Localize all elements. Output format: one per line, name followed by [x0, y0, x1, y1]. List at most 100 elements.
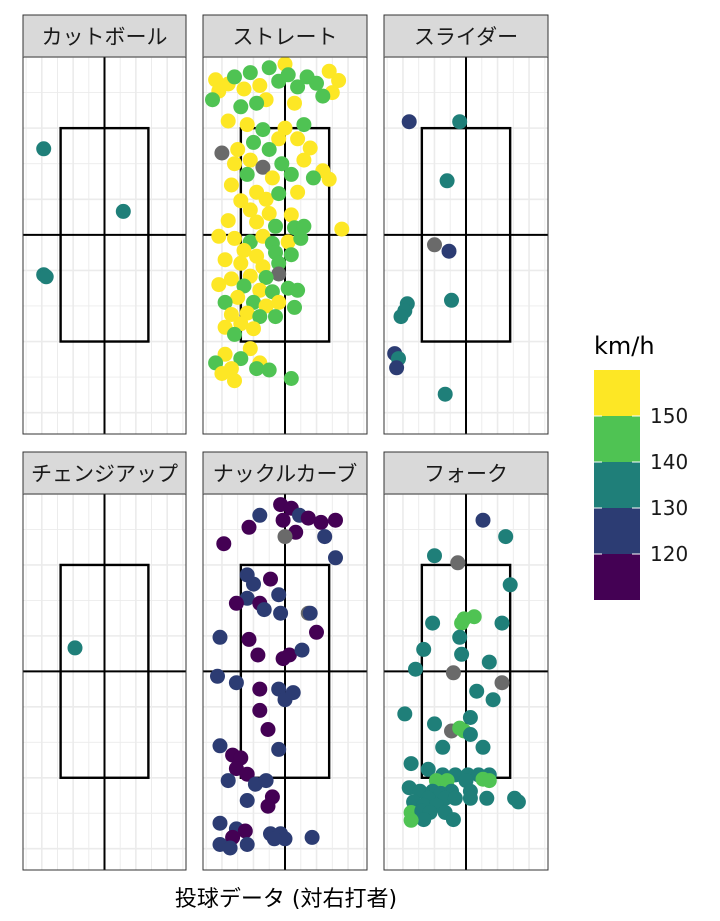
pitch-point: [264, 170, 280, 186]
pitch-point: [302, 140, 318, 156]
pitch-point: [266, 831, 282, 847]
facet-panel: スライダー: [383, 14, 549, 435]
pitch-point: [236, 243, 252, 258]
legend-label: 150: [650, 404, 688, 428]
pitch-point: [233, 99, 249, 115]
pitch-point: [242, 341, 258, 357]
pitch-point: [205, 92, 220, 108]
pitch-point: [425, 615, 441, 631]
panel-border: [22, 493, 187, 871]
pitch-point: [290, 131, 306, 147]
legend-key: [594, 554, 640, 600]
facet-title: ナックルカーブ: [213, 462, 357, 486]
pitch-point: [252, 309, 268, 325]
pitch-point: [241, 519, 257, 535]
pitch-point: [258, 270, 274, 285]
pitch-point: [249, 361, 265, 377]
pitch-point: [36, 141, 52, 157]
facet-strip: [202, 451, 368, 495]
pitch-point: [252, 78, 268, 93]
pitch-point: [397, 706, 413, 722]
pitch-point: [290, 282, 306, 298]
pitch-point: [210, 668, 225, 684]
pitch-point: [242, 202, 258, 218]
facet-title: スライダー: [414, 25, 518, 49]
panel-border: [202, 493, 368, 871]
pitch-point: [494, 675, 510, 691]
pitch-point: [208, 72, 224, 88]
legend-title: km/h: [594, 332, 655, 360]
pitch-point: [255, 159, 271, 175]
pitch-point: [242, 152, 258, 168]
pitch-point: [401, 114, 417, 130]
pitch-point: [427, 716, 442, 732]
pitch-point: [393, 309, 409, 325]
pitch-point: [479, 790, 495, 806]
pitch-point: [275, 512, 291, 528]
pitch-point: [403, 812, 419, 828]
legend-keys: [594, 370, 640, 600]
pitch-point: [246, 321, 261, 337]
pitch-point: [271, 741, 287, 757]
pitch-point: [223, 271, 239, 287]
pitch-point: [67, 640, 83, 656]
pitch-point: [283, 207, 299, 223]
pitch-point: [416, 812, 432, 828]
pitch-point: [290, 184, 306, 200]
legend-labels: 150 140 130 120: [594, 404, 688, 566]
pitch-point: [212, 629, 228, 645]
pitch-point: [302, 605, 318, 621]
pitch-point: [258, 191, 274, 207]
pitch-point: [239, 166, 255, 182]
pitch-point: [485, 692, 501, 708]
pitch-point: [222, 840, 238, 856]
pitch-point: [475, 739, 491, 755]
facet-panel: ストレート: [202, 14, 368, 435]
pitch-point: [214, 145, 230, 161]
legend-key: [594, 508, 640, 554]
pitch-point: [256, 602, 272, 618]
pitch-point: [420, 761, 436, 777]
pitch-point: [230, 289, 246, 305]
pitch-point: [287, 95, 302, 111]
pitch-point: [331, 73, 347, 88]
pitch-point: [220, 773, 236, 789]
pitch-point: [321, 63, 337, 79]
pitch-point: [260, 722, 276, 737]
pitch-point: [237, 823, 253, 839]
legend-key: [594, 370, 640, 416]
pitch-point: [271, 294, 287, 310]
pitch-point: [217, 252, 233, 268]
pitch-point: [258, 773, 274, 789]
pitch-point: [280, 67, 296, 83]
pitch-point: [510, 794, 526, 810]
pitch-point: [494, 615, 510, 631]
pitch-point: [462, 790, 478, 806]
pitch-point: [239, 837, 255, 852]
facet-strip: [202, 14, 368, 58]
facet-strip: [22, 14, 187, 58]
pitch-point: [502, 577, 518, 593]
pitch-point: [217, 346, 233, 362]
pitch-point: [252, 702, 268, 718]
pitch-point: [452, 114, 468, 130]
pitch-point: [427, 548, 442, 564]
facet-strip: [383, 14, 549, 58]
pitch-point: [403, 756, 419, 772]
pitch-point: [283, 247, 299, 263]
pitch-point: [220, 213, 236, 229]
pitch-point: [261, 142, 277, 157]
pitch-point: [427, 237, 442, 253]
pitch-point: [454, 615, 470, 631]
pitch-point: [268, 218, 283, 234]
pitch-point: [277, 831, 293, 847]
pitch-point: [214, 366, 230, 381]
pitch-point: [277, 529, 293, 545]
strike-zone: [239, 563, 331, 779]
pitch-point: [216, 536, 232, 552]
facet-panel: フォーク: [383, 451, 549, 871]
facet-panel: カットボール: [22, 14, 187, 435]
pitch-point: [452, 629, 468, 645]
pitch-point: [236, 81, 252, 97]
pitch-point: [227, 230, 242, 246]
